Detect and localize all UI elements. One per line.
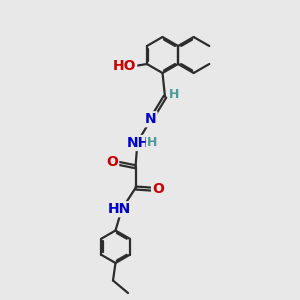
Text: NH: NH <box>127 136 150 150</box>
Text: O: O <box>152 182 164 196</box>
Text: H: H <box>169 88 180 101</box>
Text: HN: HN <box>108 202 131 216</box>
Text: N: N <box>145 112 157 126</box>
Text: O: O <box>106 155 118 169</box>
Text: HO: HO <box>113 59 136 74</box>
Text: H: H <box>147 136 157 149</box>
